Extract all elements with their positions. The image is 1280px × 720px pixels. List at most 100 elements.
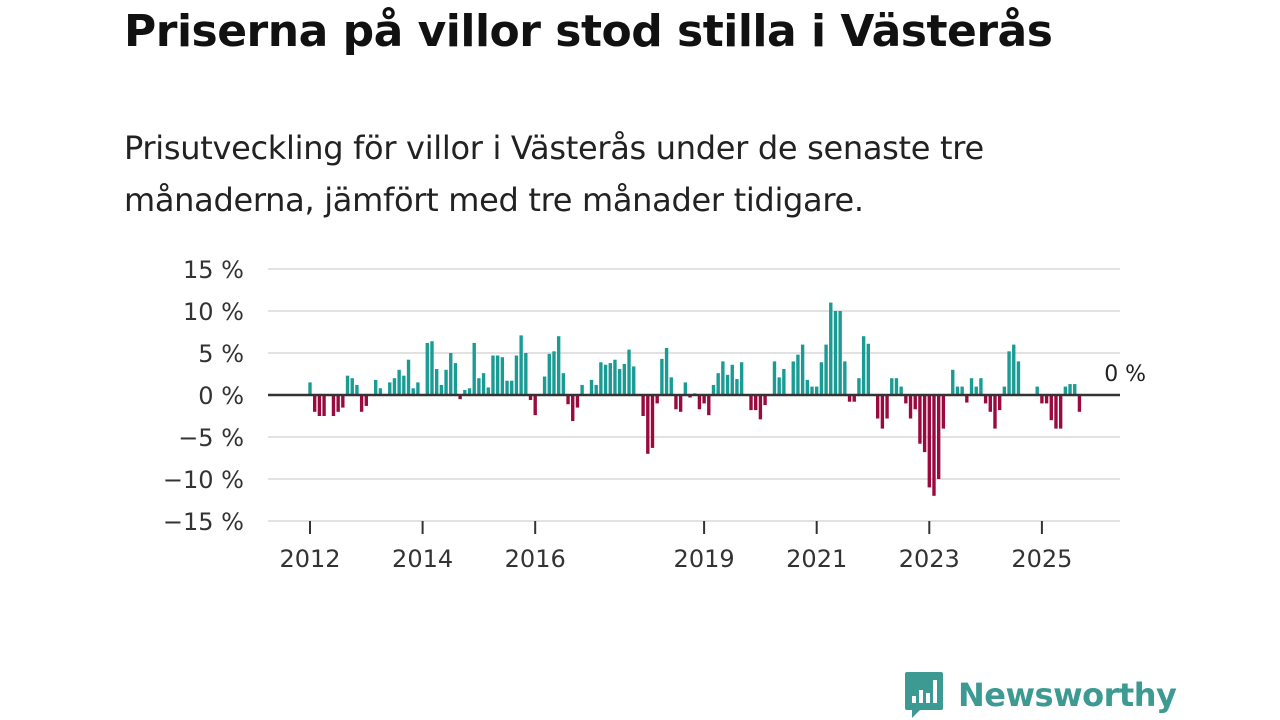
bar (913, 395, 917, 410)
y-axis: 15 % 10 % 5 % 0 % −5 % −10 % −15 % (163, 256, 244, 536)
bar (388, 382, 392, 395)
bar (829, 302, 833, 395)
bar (791, 361, 795, 395)
bar (739, 362, 744, 395)
bar (411, 388, 415, 395)
bar (617, 368, 622, 395)
chart-title: Priserna på villor stod stilla i Västerå… (124, 6, 1053, 57)
bar (763, 395, 767, 406)
newsworthy-logo: Newsworthy (904, 670, 1177, 720)
bar (777, 377, 781, 395)
bar (805, 379, 810, 395)
bar (838, 311, 842, 395)
bar (331, 395, 336, 416)
bar (941, 395, 946, 429)
logo-text: Newsworthy (958, 676, 1177, 714)
bar (707, 395, 711, 416)
y-tick-label: 5 % (198, 340, 244, 368)
x-tick-label: 2025 (1011, 545, 1072, 573)
bar (402, 375, 406, 395)
bar (796, 354, 800, 395)
bar (1073, 384, 1077, 395)
bar (528, 395, 533, 401)
x-tick-label: 2014 (392, 545, 453, 573)
bar (932, 395, 936, 496)
bar (969, 378, 974, 395)
bar (754, 395, 758, 411)
bar (1007, 351, 1011, 395)
bar (660, 358, 664, 395)
bar (566, 395, 570, 405)
bar (655, 395, 659, 404)
bar (355, 384, 359, 395)
bar (449, 353, 453, 395)
bar (646, 395, 650, 454)
y-tick-label: 10 % (183, 298, 244, 326)
bar (580, 384, 584, 395)
bar (833, 311, 838, 395)
bar (552, 351, 556, 395)
bar (974, 386, 978, 395)
bar (359, 395, 364, 412)
bar (430, 341, 434, 395)
bar (524, 353, 528, 395)
bar (1049, 395, 1053, 421)
bar (486, 387, 490, 395)
bar (890, 378, 894, 395)
bar (1012, 344, 1016, 395)
bar (725, 374, 730, 395)
x-tick-label: 2023 (899, 545, 960, 573)
bars (308, 302, 1082, 496)
bar (397, 369, 401, 395)
bar (641, 395, 645, 416)
y-tick-label: 15 % (183, 256, 244, 284)
bar (650, 395, 655, 448)
bar (951, 369, 955, 395)
bar (810, 386, 814, 395)
bar (1016, 361, 1021, 395)
bar (735, 379, 739, 395)
bar (899, 386, 903, 395)
bar (894, 378, 899, 395)
bar (922, 395, 927, 453)
bar (674, 395, 678, 410)
bar (627, 349, 631, 395)
bar (861, 336, 866, 395)
y-tick-label: −15 % (163, 508, 244, 536)
bar (885, 395, 889, 419)
bar (979, 378, 983, 395)
bar (472, 342, 476, 395)
bar (603, 364, 608, 395)
bar (730, 364, 734, 395)
bar (904, 395, 908, 404)
bar (843, 361, 847, 395)
bar (1058, 395, 1063, 429)
bar (533, 395, 537, 416)
bar (608, 363, 612, 395)
bar (866, 343, 870, 395)
bar (936, 395, 941, 479)
bar (688, 395, 692, 398)
bar (749, 395, 753, 411)
bar (702, 395, 706, 404)
bar (965, 395, 969, 403)
bar (341, 395, 345, 408)
bar (491, 355, 495, 395)
bar (993, 395, 997, 429)
x-tick-label: 2016 (505, 545, 566, 573)
bar (997, 395, 1002, 411)
x-tick-label: 2021 (786, 545, 847, 573)
bar (669, 377, 673, 395)
bar (575, 395, 580, 408)
bar (336, 395, 340, 412)
bar (505, 380, 509, 395)
bar (434, 368, 439, 395)
bar (819, 362, 824, 395)
bar (510, 380, 514, 395)
bar (463, 389, 467, 395)
bar (960, 386, 964, 395)
newsworthy-logo-icon (905, 672, 943, 718)
bar (519, 335, 523, 395)
bar (927, 395, 931, 488)
